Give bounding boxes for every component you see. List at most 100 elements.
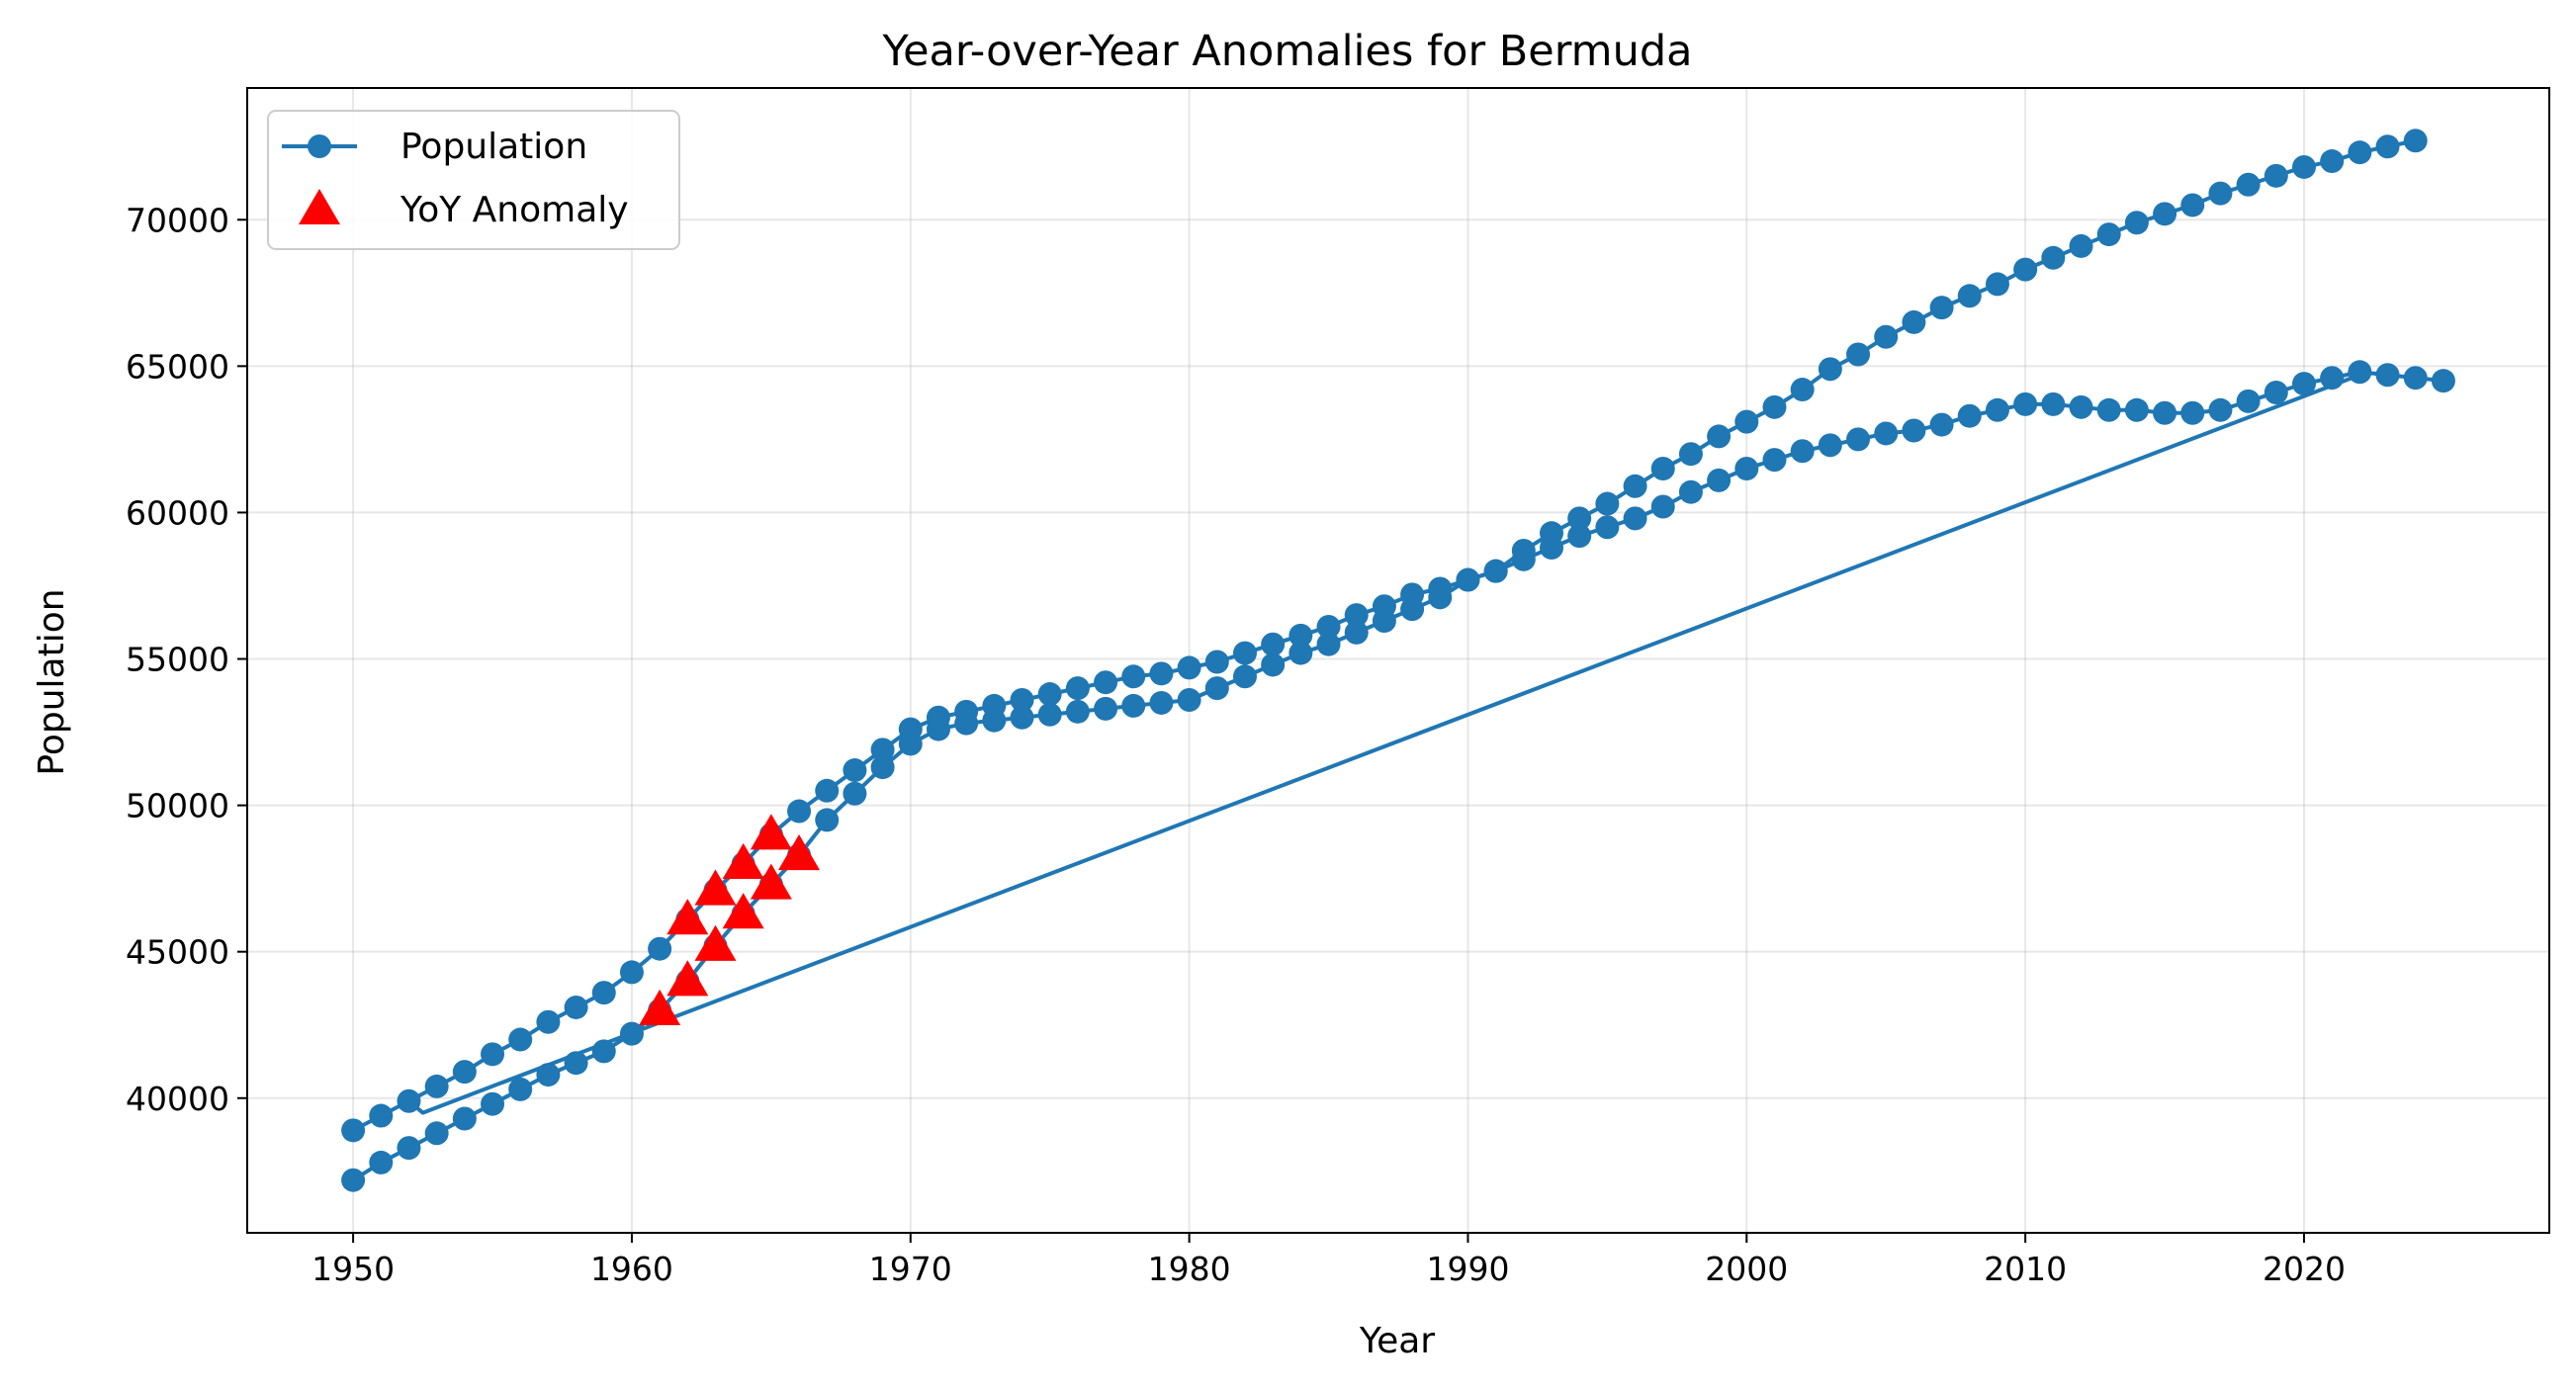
anomaly-point bbox=[666, 899, 709, 935]
anomaly-point bbox=[778, 833, 821, 871]
population-point bbox=[1372, 594, 1396, 619]
population-point bbox=[1623, 506, 1647, 531]
population-point bbox=[1985, 272, 2009, 297]
population-point bbox=[870, 738, 895, 762]
legend: Population YoY Anomaly bbox=[267, 110, 680, 250]
population-point bbox=[564, 995, 588, 1019]
population-point bbox=[341, 1118, 366, 1143]
population-point bbox=[2180, 193, 2205, 217]
population-point bbox=[1316, 632, 1341, 656]
population-point bbox=[954, 699, 979, 724]
population-point bbox=[1428, 576, 1453, 601]
population-point bbox=[1400, 582, 1425, 607]
population-point bbox=[2236, 172, 2261, 197]
x-tick-label: 1960 bbox=[590, 1250, 673, 1288]
population-point bbox=[2375, 134, 2400, 159]
population-point bbox=[1204, 676, 1229, 701]
population-point bbox=[1790, 439, 1815, 464]
population-point bbox=[2431, 369, 2455, 393]
population-point bbox=[564, 1051, 588, 1076]
y-tick-label: 50000 bbox=[126, 787, 229, 826]
population-point bbox=[591, 981, 616, 1005]
population-point bbox=[1344, 620, 1369, 645]
population-point bbox=[1288, 623, 1313, 648]
population-point bbox=[2375, 363, 2400, 388]
population-point bbox=[481, 1042, 505, 1067]
population-point bbox=[2124, 211, 2149, 235]
population-point bbox=[2208, 397, 2233, 422]
population-point bbox=[2153, 400, 2177, 425]
anomaly-point bbox=[750, 814, 792, 850]
anomaly-point bbox=[639, 989, 681, 1026]
population-point bbox=[2124, 397, 2149, 422]
population-point bbox=[341, 1168, 366, 1192]
x-tick-label: 1970 bbox=[869, 1250, 952, 1288]
y-tick-label: 60000 bbox=[126, 493, 229, 532]
population-point bbox=[619, 960, 644, 985]
population-point bbox=[1734, 409, 1759, 434]
population-point bbox=[843, 758, 867, 783]
population-point bbox=[2013, 391, 2038, 416]
population-point bbox=[843, 781, 867, 806]
population-point bbox=[1037, 702, 1062, 727]
population-point bbox=[1261, 652, 1286, 677]
x-tick-label: 1980 bbox=[1148, 1250, 1231, 1288]
legend-marker-anomaly bbox=[299, 189, 340, 224]
population-point bbox=[1149, 690, 1174, 715]
population-point bbox=[2041, 391, 2066, 416]
population-point bbox=[1567, 506, 1592, 531]
x-tick-label: 2020 bbox=[2263, 1250, 2346, 1288]
population-point bbox=[1177, 655, 1201, 680]
legend-marker-population bbox=[308, 134, 331, 158]
y-tick-label: 45000 bbox=[126, 933, 229, 972]
population-point bbox=[2208, 181, 2233, 206]
population-point bbox=[2069, 394, 2093, 419]
population-point bbox=[1204, 650, 1229, 674]
population-point bbox=[982, 693, 1007, 718]
anomaly-point bbox=[694, 924, 737, 961]
population-point bbox=[1734, 457, 1759, 481]
population-point bbox=[452, 1106, 477, 1131]
population-point bbox=[1707, 424, 1732, 449]
population-point bbox=[2096, 222, 2121, 247]
population-line bbox=[352, 370, 2444, 1182]
y-axis: 40000 45000 50000 55000 60000 65000 70000 bbox=[126, 201, 247, 1118]
y-tick-label: 65000 bbox=[126, 347, 229, 386]
population-point bbox=[1762, 394, 1787, 419]
population-point bbox=[1121, 664, 1146, 689]
population-point bbox=[2291, 154, 2316, 179]
population-point bbox=[898, 717, 923, 741]
population-point bbox=[1874, 421, 1899, 446]
population-point bbox=[1818, 357, 1842, 382]
population-point bbox=[1707, 468, 1732, 492]
population-point bbox=[1456, 567, 1480, 592]
population-point bbox=[1065, 676, 1090, 701]
anomaly-point bbox=[722, 893, 764, 929]
population-point bbox=[2069, 233, 2093, 258]
legend-box bbox=[267, 110, 680, 250]
population-point bbox=[1010, 705, 1034, 730]
chart-title: Year-over-Year Anomalies for Bermuda bbox=[882, 27, 1693, 76]
population-point bbox=[1540, 521, 1564, 546]
population-point bbox=[2264, 381, 2288, 405]
population-point bbox=[815, 778, 840, 803]
population-point bbox=[424, 1074, 449, 1098]
population-point bbox=[1567, 524, 1592, 549]
population-point bbox=[397, 1136, 421, 1161]
population-point bbox=[2320, 366, 2345, 391]
y-tick-label: 70000 bbox=[126, 201, 229, 239]
x-tick-label: 2010 bbox=[1984, 1250, 2067, 1288]
population-point bbox=[1929, 412, 1954, 437]
population-point bbox=[1121, 693, 1146, 718]
population-point bbox=[1595, 491, 1620, 516]
population-point bbox=[1650, 494, 1675, 519]
population-point bbox=[397, 1088, 421, 1113]
population-point bbox=[815, 808, 840, 832]
population-point bbox=[1094, 696, 1118, 721]
grid bbox=[247, 88, 2549, 1233]
population-point bbox=[1846, 427, 1871, 452]
population-point bbox=[369, 1150, 394, 1174]
population-point bbox=[2236, 389, 2261, 413]
population-point bbox=[1985, 397, 2009, 422]
population-point bbox=[1818, 433, 1842, 458]
